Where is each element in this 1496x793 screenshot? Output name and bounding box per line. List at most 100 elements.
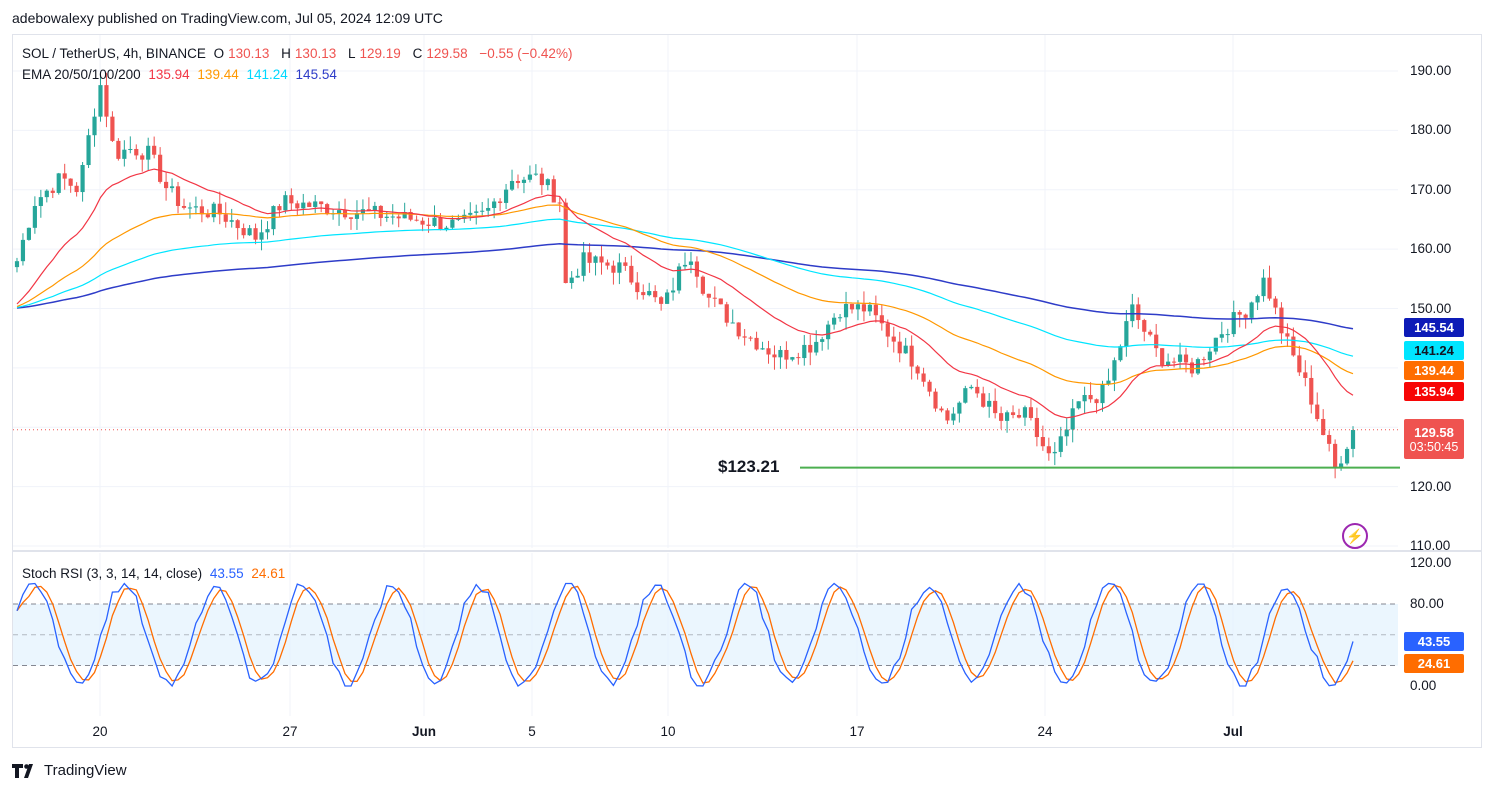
ema50-price-label: 139.44 [1404,361,1464,380]
high-label: H 130.13 [281,46,337,61]
candle-body [957,402,962,414]
candle-body [175,186,181,206]
pane-divider[interactable] [13,550,1481,552]
candle-body [223,214,228,222]
candle-body [1166,361,1171,366]
candle-body [247,228,252,236]
candle-body [468,212,473,215]
candle-body [1064,429,1069,437]
candle-body [235,220,240,229]
candle-body [402,212,407,219]
candle-body [1279,307,1284,334]
candle-body [44,190,49,198]
candle-body [706,293,711,298]
candle-body [712,297,717,299]
candle-body [993,400,998,414]
candle-body [1213,337,1218,352]
candle-body [1082,394,1087,402]
candle-body [772,354,777,358]
candle-body [975,386,980,394]
candle-body [372,205,377,211]
last-price-value: 129.58 [1414,424,1454,440]
lightning-icon[interactable]: ⚡ [1342,523,1368,549]
candle-body [820,339,825,342]
candle-body [754,337,759,350]
ema-label: EMA 20/50/100/200 [22,67,141,82]
stoch-k-price-label: 43.55 [1404,632,1464,651]
candle-body [1267,277,1272,299]
candle-body [945,410,950,421]
candle-body [1070,408,1075,430]
candle-body [1249,302,1254,318]
candle-body [241,228,246,236]
candle-body [420,220,425,225]
chart-frame[interactable] [12,34,1482,748]
candle-body [921,373,926,382]
candle-body [724,304,729,323]
candle-body [229,220,234,222]
candle-body [1309,377,1314,405]
time-tick-label: 10 [660,724,676,739]
stoch-legend[interactable]: Stoch RSI (3, 3, 14, 14, close) 43.55 24… [22,566,289,581]
candle-body [1333,443,1338,468]
symbol-label[interactable]: SOL / TetherUS, 4h, BINANCE [22,46,206,61]
candle-body [909,345,914,367]
ohlc-legend: SOL / TetherUS, 4h, BINANCE O 130.13 H 130… [22,46,576,61]
candle-body [1255,296,1260,303]
candle-body [987,400,992,407]
low-label: L 129.19 [347,46,401,61]
candle-body [1243,314,1248,318]
time-tick-label: Jul [1223,724,1243,739]
candle-body [1303,372,1308,378]
candle-body [1315,404,1320,419]
rsi-tick-label: 0.00 [1410,678,1437,693]
ema20-value: 135.94 [148,67,190,82]
price-tick-label: 180.00 [1410,122,1452,138]
candle-body [1148,331,1153,335]
candle-body [336,210,342,214]
candle-body [390,216,395,218]
candle-body [951,413,956,421]
change-label: −0.55 (−0.42%) [479,46,573,61]
candle-body [1297,355,1302,373]
candle-body [456,218,461,220]
candle-body [826,324,831,340]
candle-body [1094,399,1099,404]
candle-body [498,201,503,203]
price-tick-label: 120.00 [1410,478,1452,494]
ema20-line [16,168,1354,419]
ema50-line [16,204,1354,385]
candle-body [80,165,85,193]
stoch-k-line [16,582,1354,688]
candle-body [1010,412,1016,416]
candle-body [450,219,455,228]
candle-body [1207,351,1212,361]
footer-brand[interactable]: TradingView [12,762,127,779]
candle-body [1106,380,1111,385]
candle-body [408,212,413,220]
candle-body [647,291,652,296]
candle-body [1321,418,1326,436]
candle-body [617,262,622,273]
candle-body [1130,304,1135,322]
candle-body [348,217,354,219]
candle-body [480,210,485,212]
candle-body [1177,354,1183,362]
candle-body [86,135,91,166]
candle-body [199,206,204,215]
candle-body [694,261,700,277]
candle-body [14,261,20,268]
time-tick-label: 24 [1037,724,1053,739]
candle-body [366,209,371,211]
candle-body [551,179,556,203]
candle-body [891,336,896,342]
candle-body [313,201,318,207]
candle-body [492,201,497,208]
ema-legend[interactable]: EMA 20/50/100/200 135.94 139.44 141.24 1… [22,67,341,82]
candle-body [378,205,383,218]
candle-body [569,277,574,284]
support-annotation[interactable]: $123.21 [718,457,780,476]
candle-body [969,386,974,389]
candle-body [670,290,676,293]
